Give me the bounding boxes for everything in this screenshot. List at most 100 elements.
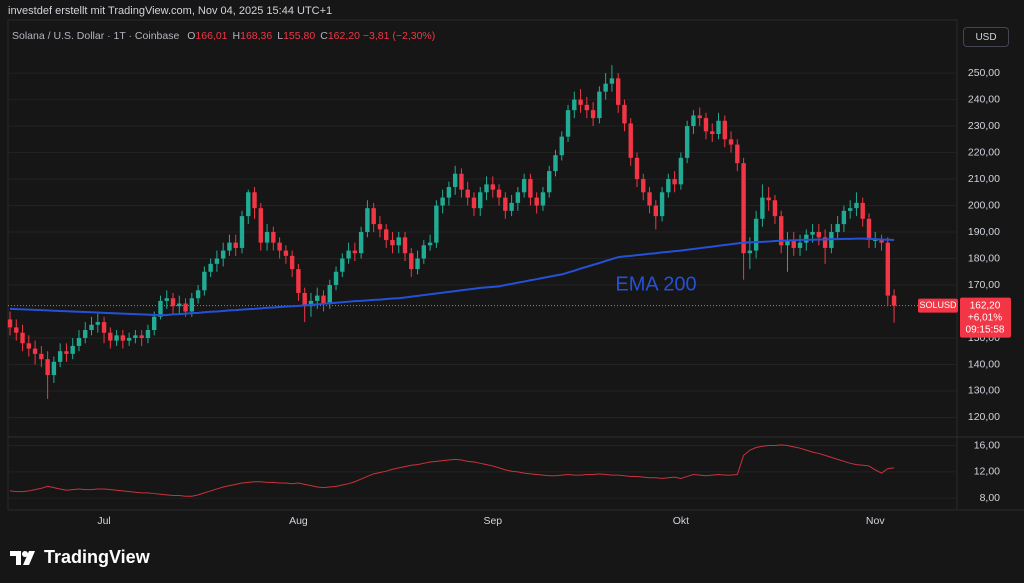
candle-body bbox=[421, 245, 427, 259]
candle-body bbox=[885, 242, 890, 296]
candle-body bbox=[835, 224, 840, 233]
candle-body bbox=[214, 258, 220, 264]
candle-body bbox=[7, 319, 13, 328]
candle-body bbox=[534, 197, 539, 206]
y-tick-label: 210,00 bbox=[968, 173, 1000, 185]
candle-body bbox=[189, 298, 195, 312]
currency-button[interactable]: USD bbox=[963, 27, 1009, 47]
candle-body bbox=[289, 255, 295, 270]
footer: TradingView bbox=[10, 547, 150, 568]
candle-body bbox=[710, 131, 715, 135]
candle-body bbox=[252, 192, 257, 209]
candle-body bbox=[471, 197, 477, 209]
candle-body bbox=[572, 99, 577, 111]
candle-body bbox=[446, 186, 452, 198]
y-tick-label: 220,00 bbox=[968, 146, 1000, 158]
candle-body bbox=[860, 202, 865, 219]
candle-body bbox=[352, 250, 358, 254]
candle-body bbox=[333, 271, 339, 286]
candle-body bbox=[70, 345, 75, 354]
candle-body bbox=[101, 322, 107, 333]
candle-body bbox=[384, 229, 389, 240]
candle-body bbox=[83, 330, 88, 338]
candle-body bbox=[772, 200, 778, 217]
x-tick-label: Okt bbox=[673, 515, 689, 527]
ema-line bbox=[9, 237, 895, 317]
y-tick-label: 16,00 bbox=[974, 439, 1000, 451]
candle-body bbox=[246, 192, 251, 217]
candle-body bbox=[126, 337, 132, 341]
candle-body bbox=[891, 295, 897, 306]
candle-body bbox=[628, 123, 633, 158]
candle-body bbox=[170, 298, 176, 307]
legend-value: 155,80 bbox=[283, 30, 316, 42]
candle-body bbox=[365, 208, 370, 233]
price-badge-price: 162,20 bbox=[970, 300, 1001, 311]
candle-body bbox=[427, 242, 433, 246]
x-tick-label: Aug bbox=[289, 515, 308, 527]
candle-body bbox=[440, 197, 445, 206]
candle-body bbox=[641, 179, 646, 193]
candle-body bbox=[697, 115, 702, 119]
x-tick-label: Sep bbox=[483, 515, 502, 527]
candle-body bbox=[490, 184, 495, 190]
y-tick-label: 250,00 bbox=[968, 67, 1000, 79]
candle-body bbox=[866, 218, 872, 240]
legend-symbol: Solana / U.S. Dollar · 1T · Coinbase bbox=[12, 30, 180, 42]
candle-body bbox=[76, 337, 82, 346]
legend-key: O bbox=[187, 30, 196, 42]
candle-body bbox=[735, 144, 740, 164]
candle-body bbox=[816, 232, 822, 238]
candle-body bbox=[459, 173, 464, 190]
candle-body bbox=[452, 173, 458, 187]
candle-body bbox=[164, 298, 169, 301]
candle-body bbox=[873, 239, 878, 241]
y-tick-label: 180,00 bbox=[968, 252, 1000, 264]
candle-body bbox=[728, 139, 734, 145]
price-badge bbox=[960, 297, 1011, 338]
candle-body bbox=[51, 361, 57, 376]
candle-body bbox=[208, 263, 213, 272]
indicator-line bbox=[9, 444, 895, 497]
candle-body bbox=[854, 202, 859, 209]
candle-body bbox=[296, 269, 301, 293]
legend-value: 162,20 bbox=[327, 30, 360, 42]
candle-body bbox=[321, 295, 326, 304]
candle-body bbox=[841, 210, 847, 225]
candle-body bbox=[703, 118, 709, 132]
candle-body bbox=[716, 120, 721, 135]
candle-body bbox=[496, 189, 502, 198]
symbol-badge bbox=[918, 298, 958, 313]
legend-key: H bbox=[232, 30, 241, 42]
candle-body bbox=[177, 303, 182, 307]
y-tick-label: 190,00 bbox=[968, 226, 1000, 238]
candle-body bbox=[766, 197, 771, 201]
candle-body bbox=[358, 232, 364, 254]
candle-body bbox=[114, 335, 119, 341]
candle-body bbox=[239, 216, 245, 248]
y-tick-label: 120,00 bbox=[968, 411, 1000, 423]
candle-body bbox=[559, 136, 564, 156]
candle-body bbox=[578, 99, 583, 105]
candle-body bbox=[32, 348, 38, 354]
candle-body bbox=[722, 120, 727, 140]
candle-body bbox=[95, 322, 100, 325]
candle-body bbox=[584, 104, 590, 111]
candle-body bbox=[634, 157, 640, 180]
price-badge-countdown: 09:15:58 bbox=[966, 324, 1005, 335]
candle-body bbox=[791, 239, 796, 248]
candle-body bbox=[659, 192, 665, 217]
candle-body bbox=[434, 205, 439, 243]
candle-body bbox=[158, 300, 163, 317]
candle-body bbox=[346, 250, 351, 259]
labels: 120,00130,00140,00150,00170,00180,00190,… bbox=[97, 67, 1011, 527]
candle-body bbox=[277, 242, 282, 251]
candle-body bbox=[14, 327, 19, 333]
y-tick-label: 230,00 bbox=[968, 120, 1000, 132]
candle-body bbox=[847, 208, 853, 211]
y-tick-label: 130,00 bbox=[968, 385, 1000, 397]
ema-annotation: EMA 200 bbox=[615, 273, 696, 295]
candle-body bbox=[478, 192, 483, 209]
candle-body bbox=[521, 179, 527, 193]
